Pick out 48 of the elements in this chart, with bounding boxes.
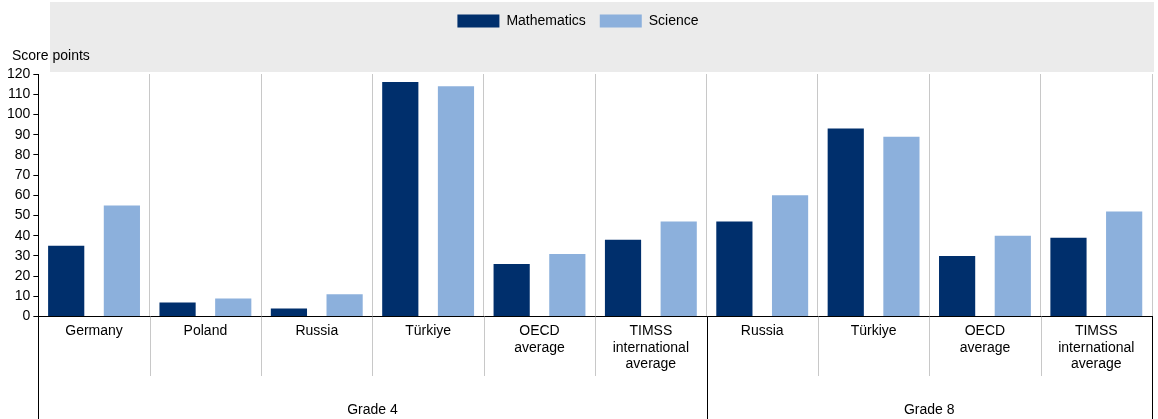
bar	[437, 86, 475, 317]
legend-label: Mathematics	[506, 11, 586, 28]
y-tick-label: 70	[14, 165, 31, 182]
bar	[883, 136, 920, 317]
x-tick-label: OECD average	[959, 321, 1011, 355]
x-tick-label: Türkiye	[405, 321, 452, 338]
y-tick-label: 110	[8, 85, 31, 102]
y-tick-label: 120	[7, 64, 31, 81]
text: Grade 4	[347, 401, 398, 417]
x-tick-label: Russia	[295, 321, 339, 338]
bar	[48, 245, 85, 317]
x-tick-label: TIMSS international average	[1058, 321, 1135, 372]
bar	[270, 308, 308, 317]
text: Grade 8	[903, 401, 955, 417]
y-tick-label: 40	[14, 226, 31, 243]
bar	[660, 221, 697, 317]
x-tick-label: TIMSS international average	[612, 321, 689, 372]
bar	[827, 128, 864, 317]
y-tick-label: 60	[14, 186, 31, 203]
bar	[1050, 237, 1087, 317]
y-tick-label: 10	[14, 287, 31, 304]
x-tick-label: Türkiye	[850, 321, 897, 338]
bar	[939, 255, 976, 317]
bar	[326, 294, 363, 317]
legend-label: Science	[648, 11, 699, 28]
y-tick-label: 20	[14, 267, 31, 284]
bar	[215, 298, 252, 317]
bar	[604, 239, 642, 317]
y-tick-label: 0	[22, 307, 31, 324]
x-tick-label: Russia	[740, 321, 784, 338]
y-tick-label: 30	[14, 246, 31, 263]
y-tick-label: 90	[14, 125, 31, 142]
y-tick-label: 80	[14, 145, 31, 162]
x-tick-label: OECD average	[514, 321, 566, 355]
bar	[103, 205, 140, 317]
y-tick-label: 50	[14, 206, 31, 223]
bar	[994, 235, 1031, 317]
bar	[549, 253, 586, 317]
bar	[771, 195, 809, 317]
y-tick-label: 100	[7, 105, 31, 122]
x-tick-label: Germany	[65, 321, 123, 338]
y-axis-title: Score points	[12, 47, 90, 63]
bar	[159, 302, 196, 317]
x-tick-label: Poland	[183, 321, 228, 338]
bar	[1106, 211, 1143, 317]
bar	[716, 221, 753, 317]
bar	[382, 82, 419, 317]
bar	[493, 264, 530, 317]
